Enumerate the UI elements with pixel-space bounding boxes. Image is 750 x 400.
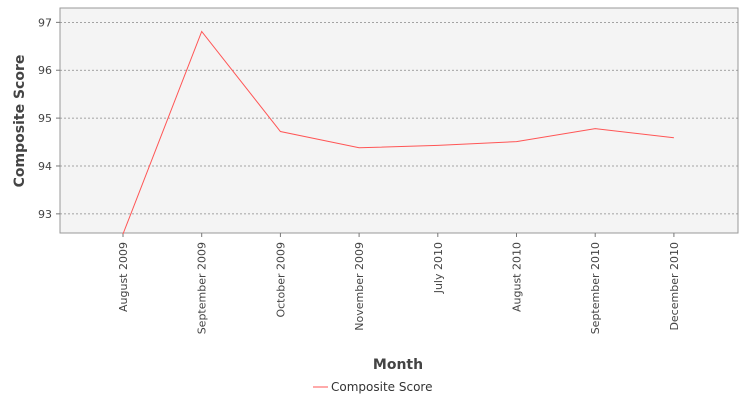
y-tick-label-93: 93 xyxy=(38,208,52,221)
y-axis-title: Composite Score xyxy=(12,55,28,188)
x-tick-label-6: September 2010 xyxy=(589,242,602,334)
x-tick-label-1: September 2009 xyxy=(196,242,209,334)
y-tick-label-96: 96 xyxy=(38,64,52,77)
series-line-composite-score xyxy=(122,30,674,235)
x-tick-label-3: November 2009 xyxy=(353,242,366,331)
legend-label-composite-score: Composite Score xyxy=(331,380,432,394)
x-tick-label-7: December 2010 xyxy=(668,242,681,331)
y-axis-ticks: 93 94 95 96 97 xyxy=(38,16,60,221)
x-tick-label-4: July 2010 xyxy=(432,242,445,294)
x-tick-label-2: October 2009 xyxy=(274,242,287,318)
y-tick-label-97: 97 xyxy=(38,16,52,29)
x-axis-title: Month xyxy=(373,357,423,373)
x-tick-label-0: August 2009 xyxy=(117,242,130,312)
plot-area xyxy=(59,7,739,234)
y-tick-label-95: 95 xyxy=(38,112,52,125)
y-tick-label-94: 94 xyxy=(38,160,52,173)
gridlines xyxy=(60,21,738,215)
x-axis-ticks: August 2009 September 2009 October 2009 Nov… xyxy=(117,233,681,334)
legend: Composite Score xyxy=(313,380,432,394)
series-layer xyxy=(122,30,674,235)
x-tick-label-5: August 2010 xyxy=(511,242,524,312)
